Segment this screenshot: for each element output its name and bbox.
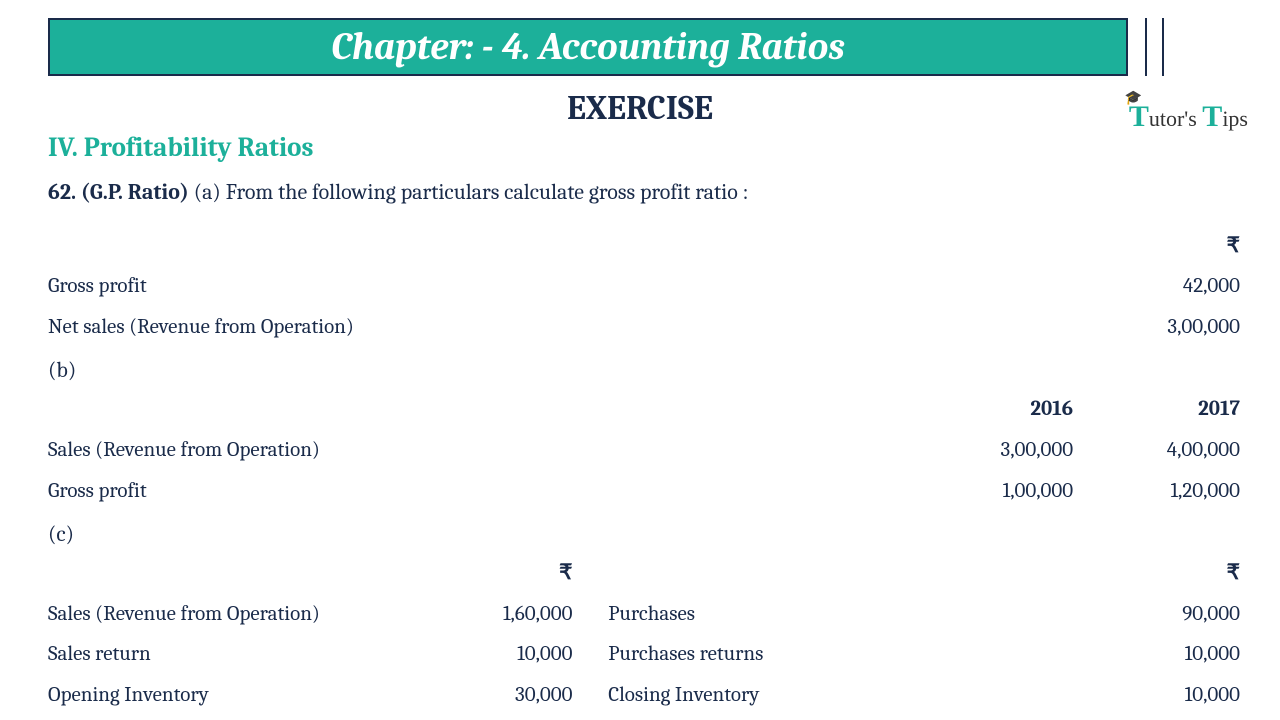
logo-t2: T (1202, 100, 1222, 133)
table-row: (b) (48, 347, 1240, 389)
table-row: Sales (Revenue from Operation) 1,60,000 … (48, 594, 1240, 635)
row-value: 10,000 (1073, 634, 1240, 675)
row-value: 1,60,000 (429, 594, 572, 635)
table-row: Gross profit 1,00,000 1,20,000 (48, 471, 1240, 512)
chapter-banner: Chapter: - 4. Accounting Ratios (48, 18, 1128, 76)
part-c-label: (c) (48, 511, 906, 553)
row-value: 10,000 (1073, 675, 1240, 716)
row-label: Closing Inventory (608, 675, 1073, 716)
row-value: 30,000 (429, 675, 572, 716)
table-row: ₹ ₹ (48, 553, 1240, 594)
year-header-2: 2017 (1073, 389, 1240, 430)
grad-cap-icon: 🎓 (1125, 90, 1142, 107)
row-label: Net sales (Revenue from Operation) (48, 307, 1002, 348)
table-row: (c) (48, 511, 1240, 553)
chapter-title: Chapter: - 4. Accounting Ratios (331, 25, 845, 69)
part-a-label: (a) (194, 179, 221, 205)
row-label: Sales (Revenue from Operation) (48, 430, 906, 471)
table-row: Gross profit 42,000 (48, 266, 1240, 307)
table-row: Sales (Revenue from Operation) 3,00,000 … (48, 430, 1240, 471)
year-header-1: 2016 (906, 389, 1073, 430)
row-value: 10,000 (429, 634, 572, 675)
banner-divider-2 (1162, 18, 1164, 76)
row-label: Purchases (608, 594, 1073, 635)
row-label: Sales (Revenue from Operation) (48, 594, 429, 635)
content-area: 62. (G.P. Ratio) (a) From the following … (48, 178, 1240, 715)
row-value: 4,00,000 (1073, 430, 1240, 471)
table-row: Net sales (Revenue from Operation) 3,00,… (48, 307, 1240, 348)
row-label: Gross profit (48, 471, 906, 512)
part-a-table: ₹ Gross profit 42,000 Net sales (Revenue… (48, 226, 1240, 390)
logo-rest1: utor's (1149, 106, 1197, 131)
row-label: Gross profit (48, 266, 1002, 307)
brand-logo: 🎓 Tutor's Tips (1129, 100, 1248, 134)
currency-header: ₹ (1073, 553, 1240, 594)
logo-rest2: ips (1222, 106, 1248, 131)
question-prompt: From the following particulars calculate… (226, 179, 749, 205)
table-row: Opening Inventory 30,000 Closing Invento… (48, 675, 1240, 716)
question-number: 62. (48, 179, 76, 205)
row-label: Opening Inventory (48, 675, 429, 716)
table-row: 2016 2017 (48, 389, 1240, 430)
banner-divider-1 (1145, 18, 1147, 76)
question-tag: (G.P. Ratio) (81, 179, 189, 205)
currency-header: ₹ (429, 553, 572, 594)
row-value: 1,20,000 (1073, 471, 1240, 512)
row-value: 42,000 (1002, 266, 1240, 307)
section-title: IV. Profitability Ratios (48, 132, 313, 163)
row-label: Sales return (48, 634, 429, 675)
part-c-table: ₹ ₹ Sales (Revenue from Operation) 1,60,… (48, 553, 1240, 715)
table-row: Sales return 10,000 Purchases returns 10… (48, 634, 1240, 675)
row-label: Purchases returns (608, 634, 1073, 675)
question-line: 62. (G.P. Ratio) (a) From the following … (48, 178, 1240, 208)
row-value: 90,000 (1073, 594, 1240, 635)
part-b-table: 2016 2017 Sales (Revenue from Operation)… (48, 389, 1240, 553)
exercise-heading: EXERCISE (0, 88, 1280, 128)
part-b-label: (b) (48, 347, 1002, 389)
table-row: ₹ (48, 226, 1240, 267)
currency-header: ₹ (1002, 226, 1240, 267)
row-value: 3,00,000 (1002, 307, 1240, 348)
row-value: 1,00,000 (906, 471, 1073, 512)
row-value: 3,00,000 (906, 430, 1073, 471)
